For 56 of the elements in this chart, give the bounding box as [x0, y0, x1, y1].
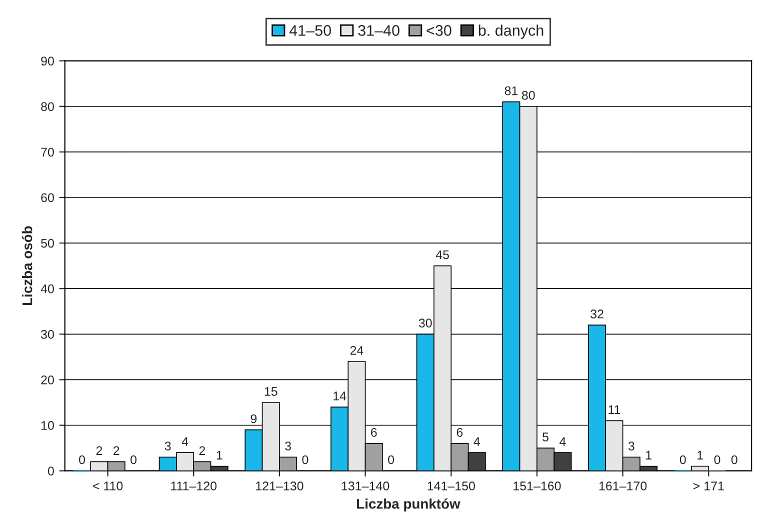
data-label: 1: [646, 450, 652, 460]
data-label: 0: [130, 455, 137, 464]
data-label: 45: [436, 250, 449, 260]
y-tick-label: 0: [48, 466, 54, 476]
y-tick-label: 60: [41, 193, 54, 202]
y-tick-label: 80: [41, 102, 54, 112]
data-label: 80: [522, 90, 535, 100]
y-tick-label: 20: [41, 376, 54, 384]
data-label: 14: [334, 392, 346, 400]
data-label: 1: [216, 450, 222, 460]
x-tick-label: 161–170: [599, 482, 647, 490]
x-tick-label: 141–150: [428, 482, 475, 490]
data-label: 24: [350, 346, 364, 355]
data-label: 0: [302, 455, 308, 464]
data-label: 15: [264, 387, 278, 396]
y-tick-label: 70: [41, 148, 54, 157]
data-label: 5: [542, 432, 548, 442]
data-label: 0: [714, 455, 720, 464]
data-label: 32: [590, 310, 604, 318]
data-label: 6: [456, 428, 463, 437]
data-label: 0: [388, 455, 394, 464]
data-label: 0: [731, 455, 738, 464]
data-label: 2: [96, 446, 102, 455]
legend-label: 41–50: [289, 25, 331, 36]
data-label: 3: [285, 442, 291, 451]
y-axis-title: Liczba osób: [22, 226, 32, 306]
data-label: 0: [79, 455, 86, 464]
y-tick-label: 10: [41, 421, 54, 430]
y-tick-label: 90: [41, 56, 54, 66]
data-label: 4: [182, 437, 188, 446]
data-label: 4: [474, 437, 480, 446]
data-label: 11: [608, 405, 620, 414]
x-tick-label: > 171: [693, 482, 724, 490]
x-tick-label: 131–140: [342, 482, 390, 490]
y-tick-label: 50: [41, 238, 54, 248]
legend-label: b. danych: [478, 24, 544, 39]
data-label: 4: [560, 437, 566, 446]
y-tick-label: 40: [40, 284, 54, 294]
legend-label: 31–40: [358, 25, 400, 36]
x-tick-label: 111–120: [171, 482, 217, 490]
y-tick-label: 30: [41, 330, 54, 339]
legend-label: <30: [426, 25, 452, 36]
data-label: 81: [504, 86, 518, 96]
data-label: 6: [371, 428, 377, 437]
data-label: 0: [680, 455, 686, 464]
x-axis-title: Liczba punktów: [357, 498, 460, 512]
data-label: 1: [698, 450, 703, 460]
data-label: 3: [628, 442, 634, 451]
data-label: 3: [164, 442, 171, 451]
data-label: 30: [418, 318, 432, 328]
data-label: 2: [114, 446, 120, 455]
x-tick-label: 151–160: [514, 482, 561, 490]
x-tick-label: < 110: [93, 482, 123, 490]
data-label: 9: [250, 414, 257, 424]
data-label: 2: [199, 446, 206, 455]
x-tick-label: 121–130: [256, 482, 304, 490]
